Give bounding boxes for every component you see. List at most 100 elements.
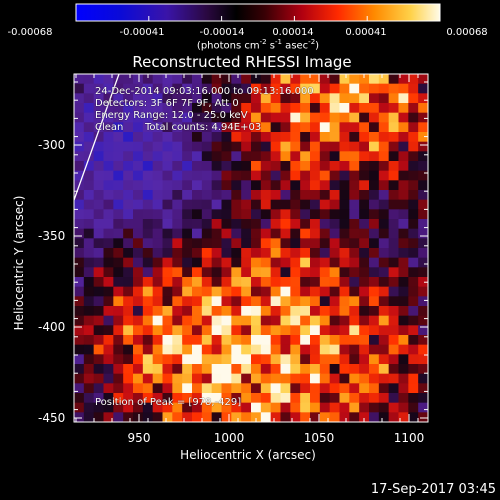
heatmap-pixel [339, 402, 350, 413]
heatmap-pixel [408, 103, 419, 114]
heatmap-pixel [290, 219, 301, 230]
heatmap-pixel [280, 151, 291, 162]
heatmap-pixel [290, 238, 301, 249]
heatmap-pixel [93, 364, 105, 375]
heatmap-pixel [339, 219, 350, 230]
heatmap-pixel [93, 238, 105, 249]
heatmap-pixel [378, 306, 390, 317]
heatmap-pixel [74, 335, 85, 346]
colorbar-tick-label: -0.00014 [199, 27, 245, 38]
heatmap-pixel [408, 190, 419, 201]
colorbar [75, 3, 441, 22]
heatmap-pixel [162, 161, 173, 172]
heatmap-pixel [172, 161, 183, 172]
heatmap-pixel [221, 286, 232, 297]
heatmap-pixel [251, 325, 262, 336]
heatmap-pixel [221, 364, 232, 375]
heatmap-pixel [172, 83, 183, 94]
heatmap-pixel [172, 112, 183, 123]
heatmap-pixel [349, 277, 360, 288]
heatmap-pixel [388, 248, 400, 259]
heatmap-pixel [300, 383, 311, 394]
heatmap-pixel [221, 383, 232, 394]
heatmap-pixel [113, 335, 124, 346]
heatmap-pixel [359, 74, 370, 85]
heatmap-pixel [310, 161, 321, 172]
heatmap-pixel [369, 335, 380, 346]
heatmap-pixel [398, 257, 409, 268]
heatmap-pixel [251, 190, 262, 201]
heatmap-pixel [241, 83, 252, 94]
heatmap-pixel [290, 132, 301, 143]
heatmap-pixel [398, 199, 409, 210]
heatmap-pixel [113, 315, 124, 326]
heatmap-pixel [378, 141, 390, 152]
heatmap-pixel [172, 402, 183, 413]
heatmap-pixel [133, 132, 144, 143]
heatmap-pixel [241, 228, 252, 239]
heatmap-pixel [231, 296, 242, 307]
heatmap-pixel [300, 364, 311, 375]
heatmap-pixel [300, 209, 311, 220]
heatmap-pixel [300, 296, 311, 307]
heatmap-pixel [211, 122, 223, 133]
heatmap-pixel [74, 383, 85, 394]
heatmap-pixel [192, 306, 203, 317]
heatmap-pixel [123, 402, 134, 413]
heatmap-pixel [251, 248, 262, 259]
heatmap-pixel [339, 161, 350, 172]
heatmap-pixel [251, 335, 262, 346]
heatmap-pixel [398, 112, 409, 123]
heatmap-pixel [418, 335, 428, 346]
plot-title: Reconstructed RHESSI Image [132, 53, 352, 71]
heatmap-pixel [359, 257, 370, 268]
heatmap-pixel [241, 383, 252, 394]
heatmap-pixel [113, 257, 124, 268]
heatmap-pixel [113, 151, 124, 162]
heatmap-pixel [142, 286, 154, 297]
heatmap-pixel [83, 325, 95, 336]
heatmap-pixel [418, 209, 428, 220]
heatmap-pixel [152, 286, 164, 297]
heatmap-pixel [172, 335, 183, 346]
heatmap-pixel [162, 402, 173, 413]
heatmap-pixel [93, 132, 105, 143]
heatmap-pixel [74, 170, 85, 181]
heatmap-pixel [349, 151, 360, 162]
heatmap-pixel [329, 402, 341, 413]
heatmap-pixel [172, 267, 183, 278]
heatmap-pixel [280, 190, 291, 201]
heatmap-pixel [300, 306, 311, 317]
heatmap-pixel [319, 219, 331, 230]
heatmap-pixel [152, 228, 164, 239]
heatmap-pixel [270, 93, 282, 104]
heatmap-pixel [388, 296, 400, 307]
render-timestamp: 17-Sep-2017 03:45 [370, 482, 496, 497]
heatmap-pixel [418, 364, 428, 375]
heatmap-pixel [408, 306, 419, 317]
heatmap-pixel [113, 209, 124, 220]
heatmap-pixel [142, 344, 154, 355]
heatmap-pixel [192, 412, 203, 422]
heatmap-pixel [162, 170, 173, 181]
heatmap-pixel [133, 180, 144, 191]
heatmap-pixel [231, 354, 242, 365]
units-exponent: -2 [259, 38, 267, 46]
heatmap-pixel [83, 74, 95, 85]
heatmap-pixel [142, 238, 154, 249]
heatmap-pixel [378, 238, 390, 249]
heatmap-pixel [113, 112, 124, 123]
heatmap-pixel [290, 344, 301, 355]
heatmap-pixel [142, 248, 154, 259]
heatmap-pixel [211, 170, 223, 181]
heatmap-pixel [329, 267, 341, 278]
heatmap-pixel [133, 354, 144, 365]
heatmap-pixels [74, 74, 428, 422]
heatmap-pixel [260, 402, 272, 413]
heatmap-pixel [300, 122, 311, 133]
heatmap-pixel [408, 257, 419, 268]
heatmap-pixel [408, 277, 419, 288]
heatmap-pixel [339, 325, 350, 336]
heatmap-pixel [142, 364, 154, 375]
heatmap-pixel [93, 277, 105, 288]
